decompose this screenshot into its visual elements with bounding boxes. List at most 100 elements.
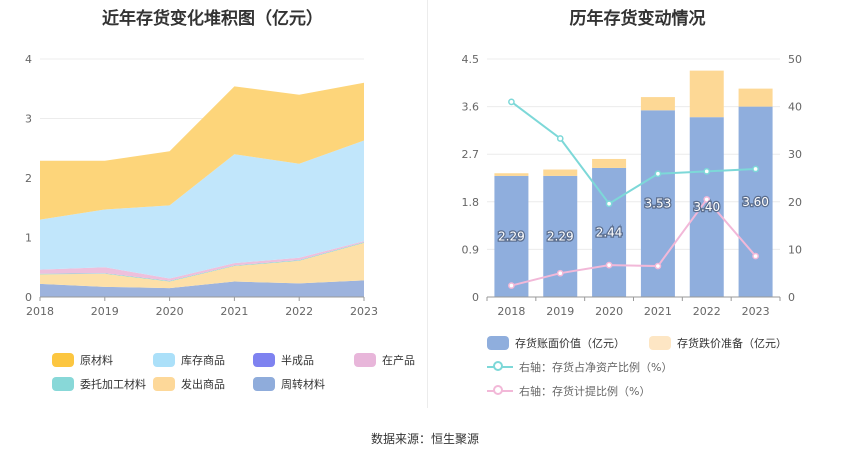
legend-label: 存货跌价准备（亿元） xyxy=(677,337,787,350)
panel-divider xyxy=(427,0,428,408)
x-tick-label: 2018 xyxy=(26,305,54,318)
legend-item[interactable]: 半成品 xyxy=(253,352,314,368)
legend-label: 周转材料 xyxy=(281,378,325,391)
y-tick-label: 2 xyxy=(25,172,32,185)
x-tick-label: 2020 xyxy=(156,305,184,318)
line-point xyxy=(605,261,613,269)
y-right-tick-label: 0 xyxy=(788,291,795,304)
bar-line-chart: 0 0.9 1.8 2.7 3.6 4.5 0 10 20 30 40 50 2018 2019 2020 2… xyxy=(462,53,803,318)
area-series xyxy=(40,242,364,282)
area-series xyxy=(40,241,364,281)
line-point xyxy=(556,135,564,142)
bar-data-label: 2.44 xyxy=(596,225,623,239)
legend-swatch xyxy=(52,353,74,367)
x-tick-label: 2019 xyxy=(546,305,574,318)
right-legend: 存货账面价值（亿元） 存货跌价准备（亿元） 右轴：存货占净资产比例（%） 右轴：存货计… xyxy=(425,333,850,403)
x-tick-label: 2023 xyxy=(742,305,770,318)
legend-label: 存货账面价值（亿元） xyxy=(515,337,625,350)
line-series xyxy=(510,101,756,206)
y-tick-label: 3 xyxy=(25,113,32,126)
y-left-tick-label: 4.5 xyxy=(462,53,480,66)
bar-write-down xyxy=(689,70,724,118)
legend-label: 右轴：存货计提比例（%） xyxy=(519,385,651,398)
y-tick-label: 0 xyxy=(25,291,32,304)
y-left-tick-label: 1.8 xyxy=(462,196,480,209)
legend-line-marker xyxy=(487,384,513,398)
bar-write-down xyxy=(592,158,627,168)
x-tick-label: 2021 xyxy=(644,305,672,318)
legend-label: 库存商品 xyxy=(181,354,225,367)
legend-label: 在产品 xyxy=(382,354,415,367)
x-tick-label: 2020 xyxy=(595,305,623,318)
y-left-tick-label: 3.6 xyxy=(462,101,480,114)
line-series xyxy=(511,197,757,287)
legend-swatch xyxy=(487,336,509,350)
line-point xyxy=(703,167,711,175)
line-point xyxy=(654,170,662,178)
y-right-tick-label: 20 xyxy=(788,196,802,209)
legend-label: 右轴：存货占净资产比例（%） xyxy=(519,361,673,374)
legend-line-marker xyxy=(487,360,513,374)
bar-book-value xyxy=(494,175,529,297)
line-point xyxy=(752,165,759,173)
line-point xyxy=(654,262,662,270)
bar-data-label: 2.29 xyxy=(547,229,574,243)
legend-swatch xyxy=(354,353,376,367)
line-point xyxy=(508,282,515,289)
area-series xyxy=(40,140,364,279)
x-tick-label: 2022 xyxy=(285,305,313,318)
legend-item[interactable]: 存货跌价准备（亿元） xyxy=(649,335,787,351)
legend-item[interactable]: 库存商品 xyxy=(153,352,225,368)
y-left-tick-label: 0 xyxy=(472,291,479,304)
legend-item[interactable]: 在产品 xyxy=(354,352,415,368)
x-tick-label: 2023 xyxy=(350,305,378,318)
legend-label: 委托加工材料 xyxy=(80,378,146,391)
x-tick-label: 2021 xyxy=(220,305,248,318)
bar-data-label: 3.40 xyxy=(693,200,720,214)
area-series xyxy=(40,280,364,297)
right-chart-title: 历年存货变动情况 xyxy=(569,9,706,29)
left-chart-title: 近年存货变化堆积图（亿元） xyxy=(102,9,323,29)
y-tick-label: 4 xyxy=(25,53,32,66)
line-point xyxy=(752,252,759,260)
legend-label: 半成品 xyxy=(281,354,314,367)
line-point xyxy=(508,98,515,106)
area-series xyxy=(40,82,364,220)
y-left-tick-label: 0.9 xyxy=(462,243,480,256)
legend-swatch xyxy=(153,377,175,391)
legend-label: 发出商品 xyxy=(181,378,225,391)
y-right-tick-label: 30 xyxy=(788,148,802,161)
legend-item[interactable]: 右轴：存货占净资产比例（%） xyxy=(487,359,672,375)
bar-write-down xyxy=(640,97,675,111)
legend-swatch xyxy=(253,377,275,391)
bar-data-label: 2.29 xyxy=(498,229,525,243)
line-point xyxy=(605,200,613,208)
legend-item[interactable]: 右轴：存货计提比例（%） xyxy=(487,383,650,399)
legend-swatch xyxy=(649,336,671,350)
legend-item[interactable]: 发出商品 xyxy=(153,376,225,392)
bar-write-down xyxy=(494,173,529,176)
x-tick-label: 2018 xyxy=(497,305,525,318)
line-point xyxy=(703,196,711,203)
legend-swatch xyxy=(52,377,74,391)
bar-book-value xyxy=(738,106,773,297)
legend-swatch xyxy=(153,353,175,367)
area-series xyxy=(40,242,364,289)
line-point xyxy=(556,269,564,277)
y-left-tick-label: 2.7 xyxy=(462,148,480,161)
y-tick-label: 1 xyxy=(25,232,32,245)
legend-item[interactable]: 存货账面价值（亿元） xyxy=(487,335,625,351)
y-right-tick-label: 50 xyxy=(788,53,802,66)
bar-book-value xyxy=(689,117,724,297)
legend-item[interactable]: 周转材料 xyxy=(253,376,325,392)
legend-item[interactable]: 原材料 xyxy=(52,352,113,368)
x-tick-label: 2019 xyxy=(91,305,119,318)
bar-data-label: 3.53 xyxy=(645,197,672,211)
legend-item[interactable]: 委托加工材料 xyxy=(52,376,146,392)
y-right-tick-label: 10 xyxy=(788,243,802,256)
stacked-area-chart: 0 1 2 3 4 2018 2019 2020 2021 2022 2023 xyxy=(25,53,378,318)
data-source-note: 数据来源：恒生聚源 xyxy=(370,432,479,446)
legend-label: 原材料 xyxy=(80,354,113,367)
x-tick-label: 2022 xyxy=(693,305,721,318)
